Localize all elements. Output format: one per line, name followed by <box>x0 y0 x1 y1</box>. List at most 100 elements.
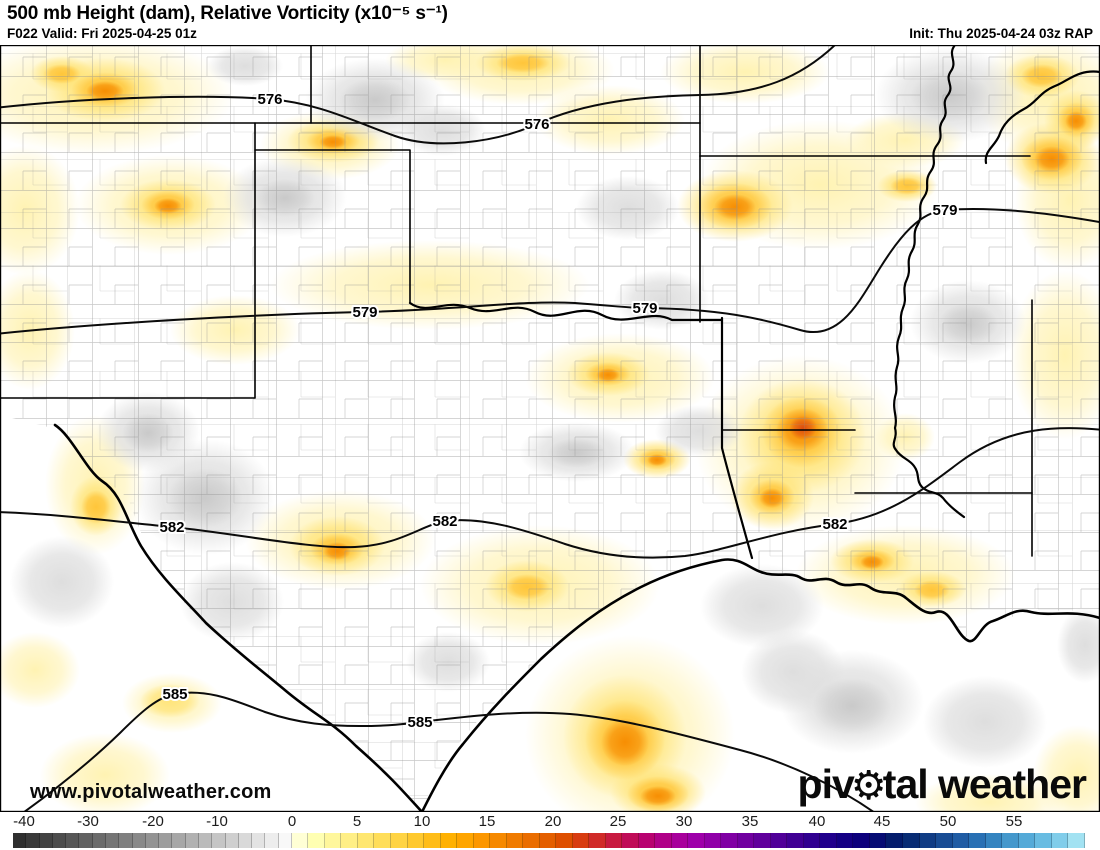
colorbar-cell <box>919 833 937 848</box>
colorbar-cell <box>79 833 93 848</box>
colorbar-cell <box>869 833 887 848</box>
map-header: 500 mb Height (dam), Relative Vorticity … <box>0 0 1100 45</box>
colorbar-cell <box>523 833 540 848</box>
colorbar-cell <box>539 833 557 848</box>
colorbar-cell <box>457 833 474 848</box>
colorbar-cell <box>737 833 755 848</box>
colorbar-cell <box>1035 833 1052 848</box>
colorbar-cell <box>252 833 266 848</box>
colorbar-cell <box>1051 833 1069 848</box>
colorbar-cell <box>622 833 639 848</box>
weather-map: 576 576 579 579 579 582 582 582 585 585 <box>0 45 1100 812</box>
colorbar-cell <box>278 833 292 848</box>
colorbar-cell <box>198 833 213 848</box>
colorbar-cell <box>638 833 656 848</box>
colorbar-cell <box>836 833 854 848</box>
colorbar-tick: 20 <box>544 813 562 830</box>
contour-label: 582 <box>159 519 184 536</box>
colorbar-cell <box>308 833 325 848</box>
logo-text-post: tal weather <box>882 761 1087 807</box>
colorbar-cell <box>185 833 199 848</box>
colorbar-cell <box>754 833 771 848</box>
colorbar-cell <box>688 833 705 848</box>
colorbar-cell <box>105 833 120 848</box>
colorbar-cell <box>853 833 870 848</box>
colorbar-cell <box>440 833 458 848</box>
colorbar-cell <box>572 833 590 848</box>
colorbar-cell <box>605 833 623 848</box>
colorbar-cell <box>265 833 279 848</box>
colorbar-cell <box>490 833 507 848</box>
state-borders <box>0 45 1033 557</box>
colorbar-tick: 25 <box>609 813 627 830</box>
colorbar-cell <box>172 833 186 848</box>
colorbar-cell <box>902 833 920 848</box>
colorbar-cell <box>212 833 226 848</box>
colorbar-cell <box>424 833 441 848</box>
colorbar-tick: 0 <box>287 813 297 830</box>
colorbar-cell <box>655 833 672 848</box>
colorbar-cell <box>1002 833 1019 848</box>
contour-585 <box>22 691 876 812</box>
colorbar-tick: -30 <box>77 813 99 830</box>
contour-579 <box>0 208 1100 335</box>
coastline <box>53 423 1100 812</box>
colorbar-cell <box>52 833 67 848</box>
colorbar-ticks: -40 -30 -20 -10 0 5 10 15 20 25 30 35 40 45 50 55 <box>0 813 1100 832</box>
colorbar-cell <box>886 833 903 848</box>
colorbar-cell <box>721 833 738 848</box>
colorbar-cell <box>1018 833 1036 848</box>
colorbar-cell <box>119 833 133 848</box>
colorbar-cell <box>803 833 821 848</box>
contour-label: 582 <box>432 513 457 530</box>
colorbar-tick: 15 <box>478 813 496 830</box>
colorbar-cell <box>556 833 573 848</box>
colorbar-tick: 5 <box>352 813 362 830</box>
colorbar-cell <box>820 833 837 848</box>
contour-label: 576 <box>524 116 549 133</box>
pivotal-weather-logo: piv⚙tal weather <box>798 761 1087 808</box>
colorbar-cell <box>66 833 80 848</box>
init-time-label: Init: Thu 2025-04-24 03z RAP <box>909 26 1093 41</box>
colorbar-cell <box>159 833 173 848</box>
colorbar-tick: -10 <box>206 813 228 830</box>
colorbar-cell <box>1068 833 1085 848</box>
colorbar-tick: 55 <box>1005 813 1023 830</box>
colorbar-cell <box>391 833 408 848</box>
colorbar-cell <box>407 833 425 848</box>
colorbar-cell <box>936 833 953 848</box>
colorbar-cell <box>704 833 722 848</box>
colorbar-tick: 40 <box>808 813 826 830</box>
contour-582 <box>0 427 1100 559</box>
colorbar: -40 -30 -20 -10 0 5 10 15 20 25 30 35 40 45 50 55 <box>0 812 1100 850</box>
colorbar-cell <box>985 833 1003 848</box>
colorbar-cell <box>324 833 342 848</box>
colorbar-cell <box>291 833 309 848</box>
colorbar-cell <box>132 833 146 848</box>
colorbar-cell <box>225 833 239 848</box>
contour-label: 579 <box>932 202 957 219</box>
colorbar-cell <box>238 833 253 848</box>
contour-label: 579 <box>352 304 377 321</box>
colorbar-cell <box>39 833 53 848</box>
gear-icon: ⚙ <box>850 763 887 808</box>
colorbar-tick: -20 <box>142 813 164 830</box>
colorbar-tick: 10 <box>413 813 431 830</box>
contour-label: 585 <box>407 714 432 731</box>
contour-labels: 576 576 579 579 579 582 582 582 585 585 <box>157 89 959 733</box>
colorbar-cell <box>374 833 391 848</box>
colorbar-cell <box>787 833 804 848</box>
valid-time-label: F022 Valid: Fri 2025-04-25 01z <box>7 26 197 41</box>
height-contours <box>0 45 1100 812</box>
colorbar-cell <box>952 833 970 848</box>
colorbar-cell <box>506 833 524 848</box>
colorbar-bar <box>13 833 1085 848</box>
colorbar-cell <box>473 833 491 848</box>
colorbar-cell <box>26 833 40 848</box>
colorbar-cell <box>92 833 106 848</box>
contour-label: 579 <box>632 300 657 317</box>
contour-label: 585 <box>162 686 187 703</box>
colorbar-cell <box>341 833 358 848</box>
colorbar-cell <box>357 833 375 848</box>
colorbar-cell <box>969 833 986 848</box>
